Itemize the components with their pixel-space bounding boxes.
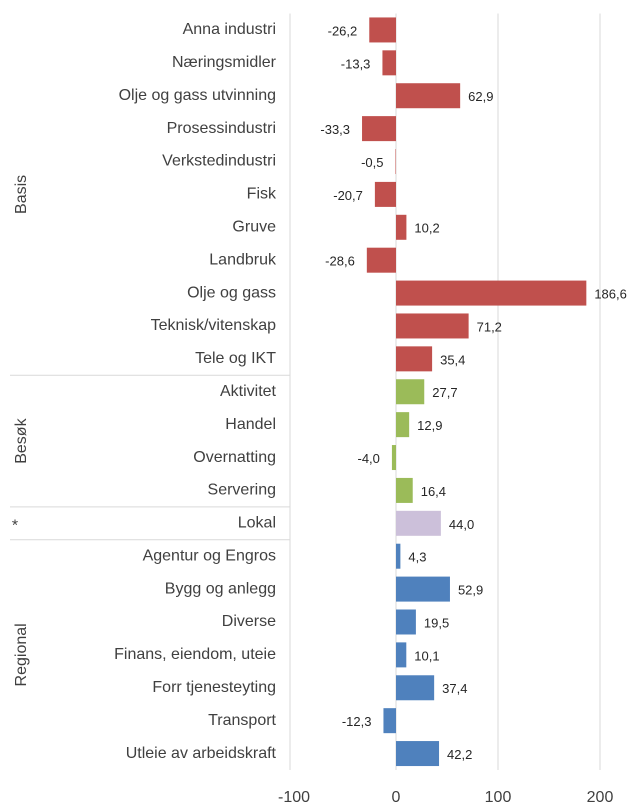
category-label: Næringsmidler bbox=[172, 54, 277, 71]
bar bbox=[396, 83, 461, 109]
data-label: -12,3 bbox=[342, 714, 372, 729]
data-label: 42,2 bbox=[447, 747, 472, 762]
data-label: 37,4 bbox=[442, 681, 467, 696]
x-tick-label: -100 bbox=[278, 789, 310, 803]
category-label: Finans, eiendom, uteie bbox=[114, 646, 276, 663]
category-label: Tele og IKT bbox=[195, 350, 276, 367]
data-label: 10,1 bbox=[414, 648, 439, 663]
data-label: -26,2 bbox=[328, 23, 358, 38]
bar bbox=[396, 675, 435, 701]
x-tick-label: 100 bbox=[485, 789, 512, 803]
data-label: 44,0 bbox=[449, 517, 474, 532]
bar bbox=[396, 214, 407, 240]
category-label: Agentur og Engros bbox=[143, 547, 276, 564]
data-label: -33,3 bbox=[320, 122, 350, 137]
data-label: 52,9 bbox=[458, 583, 483, 598]
bar bbox=[396, 477, 413, 503]
bar bbox=[396, 510, 441, 536]
category-label: Fisk bbox=[247, 186, 277, 203]
data-label: 35,4 bbox=[440, 352, 465, 367]
data-label: 19,5 bbox=[424, 615, 449, 630]
data-label: -0,5 bbox=[361, 155, 383, 170]
bar bbox=[396, 313, 469, 339]
category-label: Anna industri bbox=[183, 21, 276, 38]
data-label: 27,7 bbox=[432, 385, 457, 400]
data-label: -13,3 bbox=[341, 56, 371, 71]
data-label: -20,7 bbox=[333, 188, 363, 203]
category-label: Diverse bbox=[222, 613, 276, 630]
bar bbox=[396, 346, 433, 372]
group-label: * bbox=[12, 518, 18, 535]
category-label: Handel bbox=[225, 416, 276, 433]
data-label: 12,9 bbox=[417, 418, 442, 433]
category-label: Overnatting bbox=[193, 449, 276, 466]
bar bbox=[396, 576, 450, 602]
bar bbox=[382, 50, 396, 76]
data-label: 62,9 bbox=[468, 89, 493, 104]
category-label: Teknisk/vitenskap bbox=[151, 317, 276, 334]
data-label: -28,6 bbox=[325, 254, 355, 269]
bar bbox=[369, 17, 396, 43]
bar bbox=[362, 116, 396, 142]
bar bbox=[396, 543, 401, 569]
category-label: Servering bbox=[208, 482, 276, 499]
category-label: Olje og gass utvinning bbox=[119, 87, 276, 104]
category-label: Prosessindustri bbox=[167, 120, 276, 137]
bar bbox=[395, 149, 396, 175]
group-label: Regional bbox=[13, 623, 30, 686]
bar bbox=[396, 642, 407, 668]
category-label: Landbruk bbox=[209, 251, 277, 268]
bar bbox=[391, 445, 396, 471]
data-label: 16,4 bbox=[421, 484, 446, 499]
bar bbox=[396, 741, 440, 767]
x-tick-label: 0 bbox=[392, 789, 401, 803]
category-label: Olje og gass bbox=[187, 284, 276, 301]
data-label: 10,2 bbox=[414, 221, 439, 236]
bar bbox=[396, 280, 587, 306]
category-label: Gruve bbox=[232, 219, 276, 236]
category-label: Lokal bbox=[238, 515, 276, 532]
x-tick-label: 200 bbox=[587, 789, 614, 803]
bar bbox=[396, 609, 416, 635]
data-label: -4,0 bbox=[358, 451, 380, 466]
category-label: Forr tjenesteyting bbox=[152, 679, 276, 696]
data-label: 4,3 bbox=[408, 550, 426, 565]
category-label: Transport bbox=[208, 712, 276, 729]
bar bbox=[383, 708, 396, 734]
bar bbox=[396, 379, 425, 405]
category-label: Verkstedindustri bbox=[162, 153, 276, 170]
group-label: Besøk bbox=[13, 417, 30, 463]
data-label: 186,6 bbox=[594, 287, 627, 302]
data-label: 71,2 bbox=[477, 319, 502, 334]
bar bbox=[374, 181, 396, 207]
category-label: Bygg og anlegg bbox=[165, 580, 276, 597]
category-label: Aktivitet bbox=[220, 383, 277, 400]
bar bbox=[396, 412, 410, 438]
category-label: Utleie av arbeidskraft bbox=[126, 745, 277, 762]
bar bbox=[366, 247, 396, 273]
group-label: Basis bbox=[13, 175, 30, 214]
